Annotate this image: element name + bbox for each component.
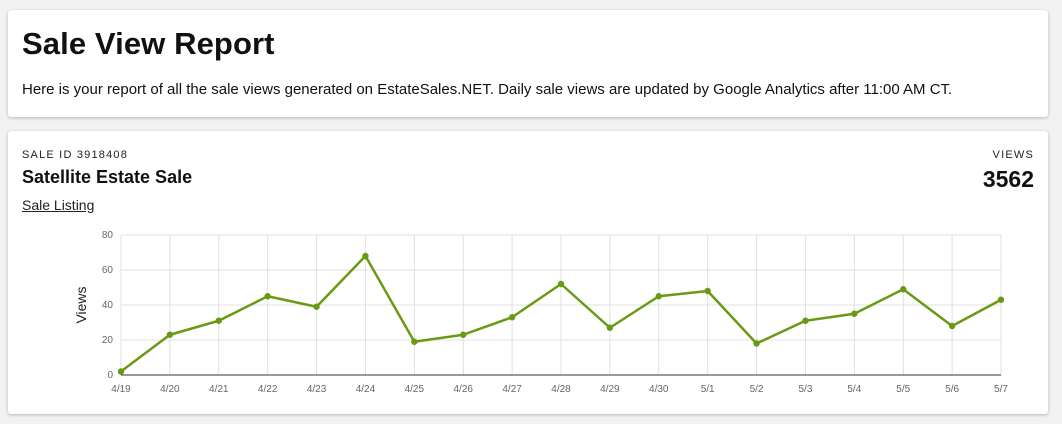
report-header-card: Sale View Report Here is your report of … <box>8 10 1048 117</box>
x-tick-label: 4/28 <box>551 384 571 395</box>
views-data-point <box>557 280 565 288</box>
views-data-point <box>900 286 907 293</box>
sale-id-label: SALE ID 3918408 <box>22 149 129 161</box>
x-tick-label: 4/27 <box>502 384 522 395</box>
views-data-point <box>411 338 418 345</box>
views-data-point <box>606 324 614 331</box>
views-data-point <box>655 293 662 300</box>
x-tick-label: 5/1 <box>701 384 715 395</box>
y-tick-label: 40 <box>102 300 114 311</box>
x-tick-label: 5/6 <box>945 384 959 395</box>
report-description: Here is your report of all the sale view… <box>22 81 953 98</box>
x-tick-label: 4/25 <box>405 384 425 395</box>
views-data-point <box>166 331 174 338</box>
sale-title: Satellite Estate Sale <box>22 167 193 187</box>
views-data-point <box>508 314 516 321</box>
views-data-point <box>948 322 956 330</box>
y-axis-title: Views <box>73 286 89 323</box>
views-data-point <box>362 252 369 260</box>
views-data-point <box>997 296 1005 303</box>
x-tick-label: 4/30 <box>649 384 669 395</box>
views-data-point <box>264 293 271 300</box>
chart-axes: 0 20 40 60 80 4/19 4/20 4/21 4/22 4/23 4/24 4/25 4/2… <box>102 230 1009 395</box>
views-data-point <box>215 317 222 324</box>
views-line-chart: 0 20 40 60 80 4/19 4/20 4/21 4/22 4/23 4/24 4/25 4/2… <box>73 230 1009 395</box>
views-count: 3562 <box>982 166 1034 192</box>
x-tick-label: 4/20 <box>160 384 180 395</box>
page-title: Sale View Report <box>22 26 275 61</box>
views-data-point <box>753 340 760 347</box>
y-tick-label: 80 <box>102 230 114 241</box>
x-tick-label: 5/2 <box>750 384 764 395</box>
x-tick-label: 5/7 <box>994 384 1008 395</box>
y-tick-label: 20 <box>102 335 114 346</box>
views-data-point <box>851 310 858 317</box>
views-data-point <box>802 317 809 324</box>
views-data-point <box>313 303 320 310</box>
chart-grid <box>120 234 1002 375</box>
x-tick-label: 4/22 <box>258 384 278 395</box>
x-tick-label: 5/5 <box>896 384 910 395</box>
y-tick-label: 60 <box>102 265 114 276</box>
x-tick-label: 4/24 <box>356 384 376 395</box>
views-data-point <box>704 287 711 295</box>
x-tick-label: 4/19 <box>111 384 131 395</box>
views-data-point <box>460 331 467 338</box>
x-tick-label: 4/29 <box>600 384 620 395</box>
views-data-point <box>117 368 125 375</box>
x-tick-label: 5/3 <box>798 384 812 395</box>
sale-listing-link[interactable]: Sale Listing <box>22 197 95 213</box>
x-tick-label: 4/23 <box>307 384 327 395</box>
x-tick-label: 5/4 <box>847 384 861 395</box>
views-label: VIEWS <box>992 149 1034 161</box>
x-tick-label: 4/21 <box>209 384 229 395</box>
x-tick-label: 4/26 <box>453 384 473 395</box>
sale-report-card: SALE ID 3918408 Satellite Estate Sale Sa… <box>8 131 1048 414</box>
chart-series <box>117 252 1005 375</box>
y-tick-label: 0 <box>107 370 113 381</box>
